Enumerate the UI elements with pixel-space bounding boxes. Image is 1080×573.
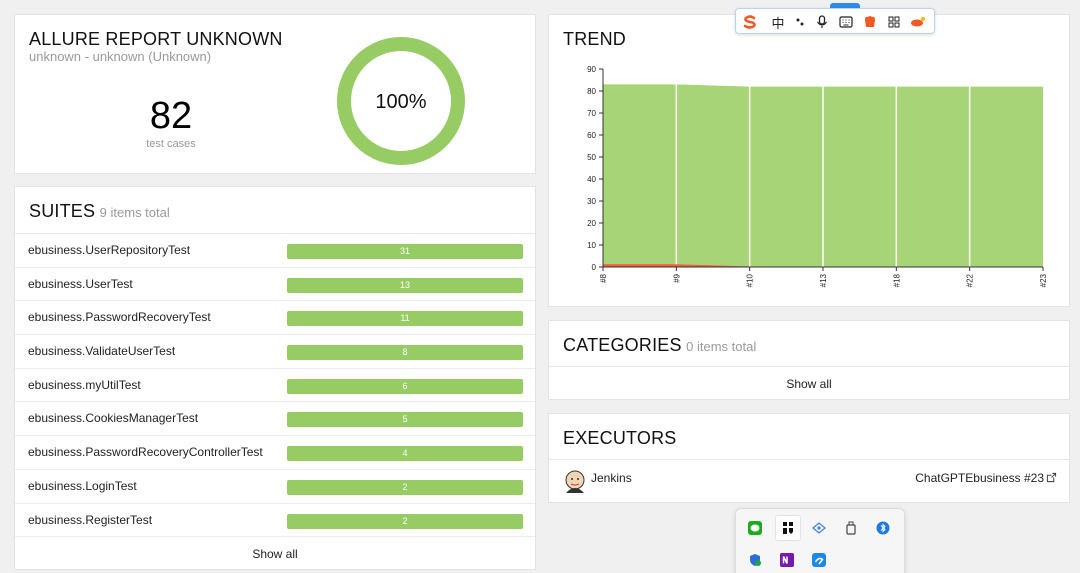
y-tick-label: 40 — [587, 175, 596, 184]
app-icon[interactable] — [775, 515, 801, 541]
suite-passed-bar[interactable]: 2 — [287, 479, 523, 495]
jenkins-avatar-icon — [565, 470, 585, 493]
x-tick-label: #8 — [599, 273, 608, 282]
y-tick-label: 60 — [587, 131, 596, 140]
security-icon[interactable] — [744, 549, 766, 571]
suites-header: SUITES 9 items total — [15, 187, 535, 234]
pass-rate-label: 100% — [375, 91, 426, 113]
punctuation-icon[interactable] — [790, 12, 810, 32]
y-tick-label: 90 — [587, 65, 596, 74]
y-tick-label: 50 — [587, 153, 596, 162]
suite-name: ebusiness.UserTest — [28, 276, 133, 291]
categories-show-all-link[interactable]: Show all — [786, 377, 832, 391]
x-tick-label: #22 — [966, 273, 975, 287]
suite-passed-bar[interactable]: 11 — [287, 311, 523, 327]
trend-chart[interactable]: 0 10 20 30 40 50 60 70 80 90 #8 #9 #10 #13 #18 #22 #23 — [549, 15, 1071, 308]
executors-title: EXECUTORS — [563, 428, 677, 448]
external-link-icon — [1046, 472, 1057, 483]
microphone-icon[interactable] — [812, 12, 832, 32]
report-title: ALLURE REPORT UNKNOWN — [29, 29, 283, 49]
suite-row[interactable]: ebusiness.RegisterTest 2 — [15, 504, 535, 538]
suite-row[interactable]: ebusiness.UserRepositoryTest 31 — [15, 234, 535, 268]
suite-row[interactable]: ebusiness.myUtilTest 6 — [15, 369, 535, 403]
suite-name: ebusiness.CookiesManagerTest — [28, 411, 199, 426]
summary-widget: ALLURE REPORT UNKNOWN unknown - unknown … — [14, 14, 536, 174]
executors-header: EXECUTORS — [549, 414, 1069, 460]
y-tick-label: 70 — [587, 109, 596, 118]
y-tick-label: 30 — [587, 197, 596, 206]
test-case-count: 82 — [149, 95, 193, 137]
suite-name: ebusiness.ValidateUserTest — [28, 344, 176, 359]
categories-title: CATEGORIES — [563, 335, 682, 355]
suite-list: ebusiness.UserRepositoryTest 31 ebusiness.… — [15, 234, 535, 538]
usb-drive-icon[interactable] — [840, 517, 862, 539]
suite-row[interactable]: ebusiness.ValidateUserTest 8 — [15, 335, 535, 369]
suite-row[interactable]: ebusiness.UserTest 13 — [15, 268, 535, 302]
suite-passed-bar[interactable]: 4 — [287, 446, 523, 462]
executor-row[interactable]: Jenkins ChatGPTEbusiness #23 — [549, 460, 1069, 504]
suite-row[interactable]: ebusiness.PasswordRecoveryControllerTest… — [15, 436, 535, 470]
suite-name: ebusiness.myUtilTest — [28, 377, 141, 392]
x-tick-label: #23 — [1039, 273, 1048, 287]
executor-build-label: ChatGPTEbusiness #23 — [915, 471, 1044, 485]
categories-total: 0 items total — [686, 339, 757, 354]
skin-icon[interactable] — [860, 12, 880, 32]
y-tick-label: 80 — [587, 87, 596, 96]
suite-passed-bar[interactable]: 8 — [287, 345, 523, 361]
executor-name: Jenkins — [591, 471, 632, 485]
suite-row[interactable]: ebusiness.CookiesManagerTest 5 — [15, 402, 535, 437]
x-tick-label: #9 — [672, 273, 681, 282]
suites-show-all-link[interactable]: Show all — [252, 547, 298, 561]
test-case-label: test cases — [146, 138, 196, 150]
donut-ring — [337, 37, 465, 165]
y-tick-label: 20 — [587, 219, 596, 228]
suites-widget: SUITES 9 items total ebusiness.UserRepos… — [14, 186, 536, 570]
trend-widget: TREND 0 10 20 30 40 50 60 70 80 90 #8 #9 #10 #13 #18 #2… — [548, 14, 1070, 307]
x-tick-label: #13 — [819, 273, 828, 287]
suites-title: SUITES — [29, 201, 96, 221]
suite-name: ebusiness.PasswordRecoveryTest — [28, 310, 211, 325]
keyboard-icon[interactable] — [836, 12, 856, 32]
suite-passed-bar[interactable]: 2 — [287, 513, 523, 529]
ime-toolbar: 中 — [735, 8, 935, 34]
trend-title: TREND — [563, 29, 626, 49]
suite-row[interactable]: ebusiness.PasswordRecoveryTest 11 — [15, 301, 535, 336]
suite-row[interactable]: ebusiness.LoginTest 2 — [15, 470, 535, 504]
x-tick-label: #18 — [892, 273, 901, 287]
wechat-icon[interactable] — [744, 517, 766, 539]
suite-name: ebusiness.UserRepositoryTest — [28, 243, 191, 257]
categories-header: CATEGORIES 0 items total — [549, 321, 1069, 367]
pass-rate-donut[interactable]: 100% — [336, 36, 466, 166]
y-tick-label: 0 — [592, 263, 597, 272]
suite-passed-bar[interactable]: 6 — [287, 378, 523, 394]
categories-widget: CATEGORIES 0 items total Show all — [548, 320, 1070, 400]
sogou-logo-icon[interactable] — [740, 12, 760, 32]
suite-passed-bar[interactable]: 31 — [287, 244, 523, 259]
suite-name: ebusiness.PasswordRecoveryControllerTest — [28, 445, 263, 460]
suites-total: 9 items total — [99, 205, 170, 220]
toolbox-icon[interactable] — [884, 12, 904, 32]
network-icon[interactable] — [808, 517, 830, 539]
ime-tab-indicator — [830, 3, 860, 9]
executor-build-link[interactable]: ChatGPTEbusiness #23 — [915, 471, 1057, 485]
bluetooth-icon[interactable] — [872, 517, 894, 539]
x-tick-label: #10 — [746, 273, 755, 287]
report-subtitle: unknown - unknown (Unknown) — [29, 49, 212, 64]
suite-name: ebusiness.RegisterTest — [28, 512, 153, 527]
y-tick-label: 10 — [587, 241, 596, 250]
suite-passed-bar[interactable]: 13 — [287, 277, 523, 293]
suite-passed-bar[interactable]: 5 — [287, 412, 523, 428]
executors-widget: EXECUTORS Jenkins ChatGPTEbusiness #23 — [548, 413, 1070, 503]
language-icon[interactable]: 中 — [771, 15, 785, 31]
onenote-icon[interactable] — [776, 549, 798, 571]
system-tray-popup — [735, 508, 905, 573]
settings-icon[interactable] — [908, 12, 928, 32]
suite-name: ebusiness.LoginTest — [28, 478, 137, 493]
edit-app-icon[interactable] — [808, 549, 830, 571]
